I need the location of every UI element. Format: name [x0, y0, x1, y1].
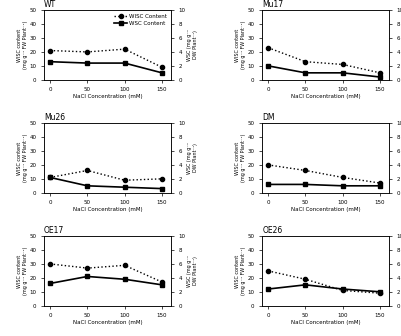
WISC Content	[48, 48, 53, 52]
Y-axis label: WISC content
(mg g⁻¹ FW Plant⁻¹): WISC content (mg g⁻¹ FW Plant⁻¹)	[17, 134, 28, 182]
X-axis label: NaCl Concentration (mM): NaCl Concentration (mM)	[73, 207, 142, 212]
Y-axis label: WISC content
(mg g⁻¹ FW Plant⁻¹): WISC content (mg g⁻¹ FW Plant⁻¹)	[17, 247, 28, 295]
WSC Content	[378, 290, 383, 294]
WISC Content	[122, 263, 127, 267]
Y-axis label: WSC (mg g⁻¹
DW Plant⁻¹): WSC (mg g⁻¹ DW Plant⁻¹)	[187, 29, 198, 61]
WISC Content	[266, 46, 271, 50]
WSC Content	[48, 282, 53, 286]
Line: WSC Content: WSC Content	[48, 275, 164, 287]
Line: WSC Content: WSC Content	[266, 182, 382, 188]
Text: DM: DM	[262, 113, 275, 122]
WSC Content	[85, 61, 90, 65]
WSC Content	[303, 71, 308, 75]
Text: Mu26: Mu26	[44, 113, 65, 122]
WSC Content	[122, 277, 127, 281]
Y-axis label: WISC content
(mg g⁻¹ FW Plant⁻¹): WISC content (mg g⁻¹ FW Plant⁻¹)	[17, 21, 28, 69]
WSC Content	[340, 287, 345, 291]
Line: WISC Content: WISC Content	[48, 262, 164, 284]
WSC Content	[85, 184, 90, 188]
WISC Content	[48, 262, 53, 266]
WSC Content	[160, 283, 164, 287]
WSC Content	[378, 75, 383, 79]
WSC Content	[378, 184, 383, 188]
WSC Content	[48, 175, 53, 179]
WISC Content	[266, 163, 271, 167]
WISC Content	[378, 181, 383, 185]
WSC Content	[160, 186, 164, 191]
WISC Content	[160, 65, 164, 69]
WISC Content	[85, 266, 90, 270]
WSC Content	[266, 287, 271, 291]
WISC Content	[85, 168, 90, 172]
WISC Content	[303, 168, 308, 172]
WISC Content	[340, 288, 345, 292]
Line: WISC Content: WISC Content	[48, 47, 164, 69]
Line: WSC Content: WSC Content	[48, 59, 164, 75]
Text: WT: WT	[44, 0, 56, 9]
WISC Content	[48, 175, 53, 179]
Y-axis label: WSC (mg g⁻¹
DW Plant⁻¹): WSC (mg g⁻¹ DW Plant⁻¹)	[187, 255, 198, 287]
Line: WISC Content: WISC Content	[266, 269, 382, 295]
WISC Content	[340, 62, 345, 67]
WISC Content	[122, 47, 127, 51]
WSC Content	[340, 71, 345, 75]
Line: WSC Content: WSC Content	[266, 64, 382, 79]
X-axis label: NaCl Concentration (mM): NaCl Concentration (mM)	[73, 94, 142, 99]
Y-axis label: WISC content
(mg g⁻¹ FW Plant⁻¹): WISC content (mg g⁻¹ FW Plant⁻¹)	[235, 21, 246, 69]
WISC Content	[266, 269, 271, 273]
Line: WISC Content: WISC Content	[48, 168, 164, 182]
WISC Content	[303, 277, 308, 281]
WSC Content	[303, 182, 308, 186]
Line: WISC Content: WISC Content	[266, 46, 382, 75]
Line: WSC Content: WSC Content	[266, 283, 382, 294]
Y-axis label: WSC (mg g⁻¹
DW Plant⁻¹): WSC (mg g⁻¹ DW Plant⁻¹)	[187, 142, 198, 174]
WISC Content	[378, 291, 383, 295]
WSC Content	[122, 185, 127, 189]
Text: OE26: OE26	[262, 226, 282, 235]
Text: Mu17: Mu17	[262, 0, 284, 9]
WSC Content	[266, 64, 271, 68]
WSC Content	[340, 184, 345, 188]
WSC Content	[303, 283, 308, 287]
Y-axis label: WISC content
(mg g⁻¹ FW Plant⁻¹): WISC content (mg g⁻¹ FW Plant⁻¹)	[235, 247, 246, 295]
WSC Content	[48, 60, 53, 64]
X-axis label: NaCl Concentration (mM): NaCl Concentration (mM)	[291, 94, 360, 99]
WSC Content	[266, 182, 271, 186]
WISC Content	[378, 71, 383, 75]
WSC Content	[122, 61, 127, 65]
Line: WISC Content: WISC Content	[266, 163, 382, 185]
Legend: WISC Content, WSC Content: WISC Content, WSC Content	[112, 13, 168, 27]
WSC Content	[85, 275, 90, 279]
Line: WSC Content: WSC Content	[48, 175, 164, 191]
X-axis label: NaCl Concentration (mM): NaCl Concentration (mM)	[73, 320, 142, 325]
X-axis label: NaCl Concentration (mM): NaCl Concentration (mM)	[291, 207, 360, 212]
WISC Content	[85, 50, 90, 54]
WISC Content	[160, 177, 164, 181]
WISC Content	[160, 280, 164, 284]
WISC Content	[303, 60, 308, 64]
WISC Content	[340, 175, 345, 179]
WISC Content	[122, 178, 127, 182]
Text: OE17: OE17	[44, 226, 64, 235]
X-axis label: NaCl Concentration (mM): NaCl Concentration (mM)	[291, 320, 360, 325]
WSC Content	[160, 71, 164, 75]
Y-axis label: WISC content
(mg g⁻¹ FW Plant⁻¹): WISC content (mg g⁻¹ FW Plant⁻¹)	[235, 134, 246, 182]
